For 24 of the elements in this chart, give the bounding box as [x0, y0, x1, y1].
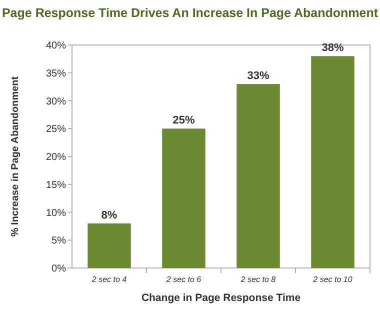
data-label: 33%: [247, 70, 270, 82]
x-tick-label: 2 sec to 10: [312, 275, 353, 284]
x-tick-label: 2 sec to 4: [90, 275, 128, 284]
x-axis-title: Change in Page Response Time: [141, 292, 301, 304]
y-tick-label: 5%: [52, 236, 66, 247]
y-tick-label: 10%: [46, 208, 66, 219]
y-tick-label: 0%: [52, 264, 66, 274]
y-tick-label: 35%: [46, 68, 66, 80]
y-tick-label: 15%: [46, 180, 66, 191]
y-tick-label: 20%: [46, 152, 66, 163]
x-tick-label: 2 sec to 8: [240, 275, 276, 284]
data-label: 38%: [322, 42, 344, 54]
y-tick-label: 25%: [46, 124, 66, 136]
y-axis-title: % Increase in Page Abandonment: [10, 76, 21, 237]
x-tick-label: 2 sec to 6: [165, 275, 202, 284]
y-tick-label: 30%: [46, 96, 66, 108]
y-tick-label: 40%: [46, 40, 66, 52]
data-label: 8%: [101, 209, 118, 222]
bar: [236, 84, 280, 268]
data-label: 25%: [172, 114, 195, 127]
bar: [311, 56, 354, 268]
bar: [88, 223, 131, 268]
chart-title: Page Response Time Drives An Increase In Page Abandonment: [2, 6, 379, 20]
bar: [162, 128, 206, 268]
